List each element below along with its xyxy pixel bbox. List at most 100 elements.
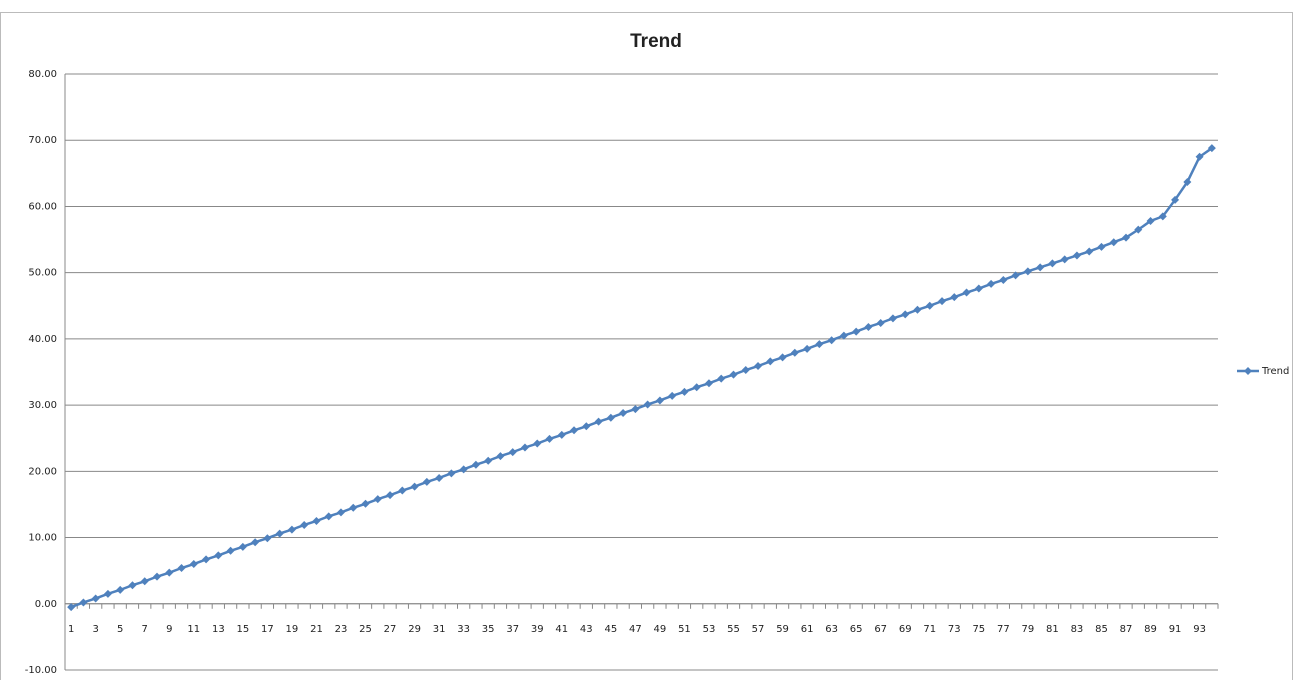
data-point (435, 473, 444, 482)
data-point (852, 327, 861, 336)
data-point (484, 456, 493, 465)
x-tick-label: 37 (506, 624, 519, 635)
x-tick-label: 17 (261, 624, 274, 635)
legend-label: Trend (1261, 366, 1289, 377)
data-point (888, 314, 897, 323)
x-tick-label: 25 (359, 624, 372, 635)
data-point (570, 426, 579, 435)
data-point (386, 491, 395, 500)
data-point (741, 366, 750, 375)
data-point (398, 486, 407, 495)
data-point (1097, 242, 1106, 251)
data-point (214, 551, 223, 560)
x-tick-label: 27 (384, 624, 397, 635)
data-point (361, 499, 370, 508)
x-tick-label: 29 (408, 624, 421, 635)
data-point (839, 331, 848, 340)
data-point (520, 443, 529, 452)
x-tick-label: 51 (678, 624, 691, 635)
data-point (913, 305, 922, 314)
x-tick-label: 7 (142, 624, 148, 635)
data-point (496, 452, 505, 461)
x-tick-label: 71 (923, 624, 936, 635)
data-point (950, 293, 959, 302)
x-tick-label: 47 (629, 624, 642, 635)
data-point (1036, 263, 1045, 272)
chart-title: Trend (630, 31, 682, 52)
data-point (67, 603, 76, 612)
data-point (91, 594, 100, 603)
data-point (815, 340, 824, 349)
data-point (202, 555, 211, 564)
x-tick-label: 91 (1169, 624, 1182, 635)
x-tick-label: 59 (776, 624, 789, 635)
x-tick-label: 19 (286, 624, 299, 635)
data-point (680, 387, 689, 396)
x-tick-label: 55 (727, 624, 740, 635)
x-tick-label: 67 (874, 624, 887, 635)
x-tick-label: 77 (997, 624, 1010, 635)
data-point (1048, 259, 1057, 268)
data-point (1122, 233, 1131, 242)
x-tick-label: 1 (68, 624, 74, 635)
data-point (349, 503, 358, 512)
data-point (189, 560, 198, 569)
y-tick-label: -10.00 (25, 665, 57, 676)
x-tick-label: 5 (117, 624, 123, 635)
data-point (251, 538, 260, 547)
data-point (1109, 238, 1118, 247)
data-point (373, 495, 382, 504)
data-point (619, 409, 628, 418)
data-point (938, 297, 947, 306)
data-point (1023, 267, 1032, 276)
x-tick-label: 39 (531, 624, 544, 635)
data-point (336, 508, 345, 517)
data-point (987, 279, 996, 288)
data-point (422, 477, 431, 486)
data-point (778, 353, 787, 362)
data-point (165, 568, 174, 577)
data-point (508, 448, 517, 457)
data-point (116, 585, 125, 594)
data-point (312, 517, 321, 525)
data-point (766, 357, 775, 366)
data-point (152, 572, 161, 581)
data-point (447, 469, 456, 478)
y-tick-label: 30.00 (28, 400, 57, 411)
x-tick-label: 87 (1120, 624, 1133, 635)
data-point (1158, 212, 1167, 221)
data-point (1171, 195, 1180, 204)
data-point (557, 430, 566, 439)
data-point (263, 534, 272, 543)
data-point (140, 577, 149, 586)
data-point (300, 520, 309, 529)
x-tick-label: 81 (1046, 624, 1059, 635)
data-point (803, 344, 812, 353)
x-tick-label: 61 (801, 624, 814, 635)
data-point (582, 422, 591, 431)
data-point (459, 465, 468, 474)
x-tick-label: 35 (482, 624, 495, 635)
x-tick-label: 3 (92, 624, 98, 635)
data-point (692, 383, 701, 392)
x-tick-label: 73 (948, 624, 961, 635)
data-point (668, 391, 677, 400)
x-tick-label: 89 (1144, 624, 1157, 635)
x-tick-label: 45 (604, 624, 617, 635)
data-point (410, 482, 419, 491)
data-point (545, 434, 554, 443)
y-tick-label: 80.00 (28, 69, 57, 80)
data-point (1207, 144, 1216, 153)
data-point (790, 348, 799, 357)
y-tick-label: 70.00 (28, 135, 57, 146)
data-point (1072, 251, 1081, 260)
x-tick-label: 9 (166, 624, 172, 635)
data-point (177, 564, 186, 573)
y-tick-label: 0.00 (35, 599, 57, 610)
data-point (1195, 152, 1204, 161)
data-point (1011, 271, 1020, 280)
x-tick-label: 69 (899, 624, 912, 635)
y-tick-label: 60.00 (28, 201, 57, 212)
